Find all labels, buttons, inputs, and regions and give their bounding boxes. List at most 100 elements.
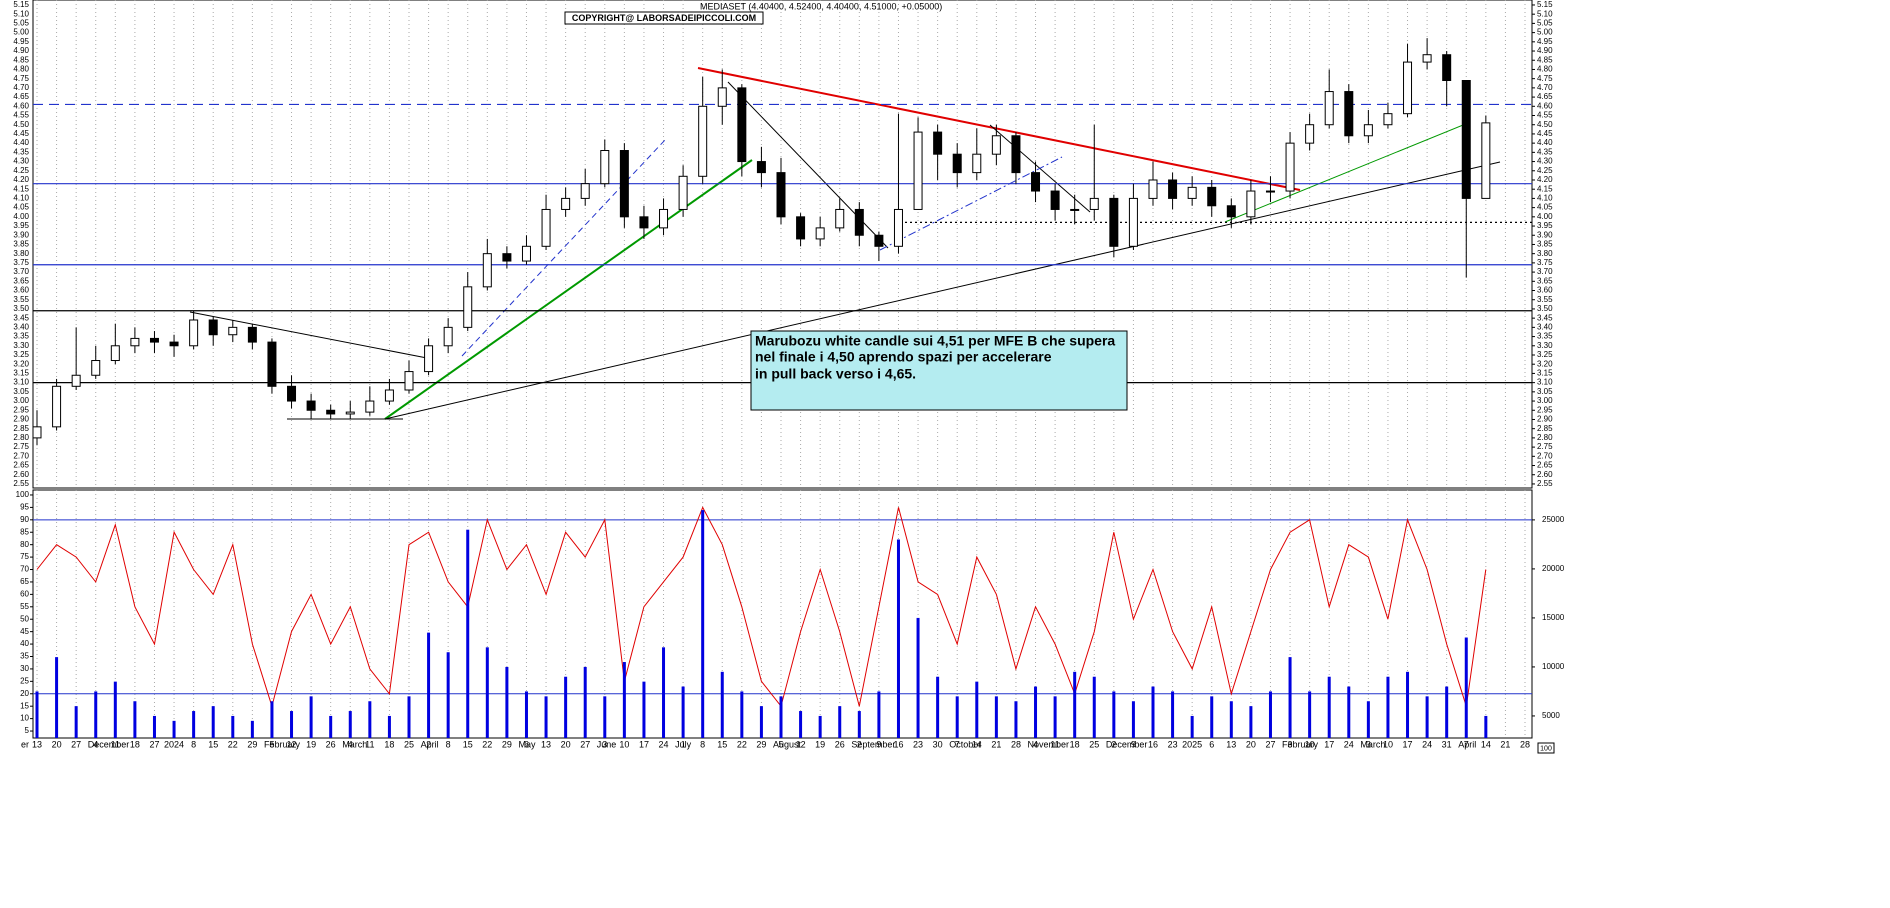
volume-bar	[152, 715, 156, 738]
y-tick-label: 3.20	[13, 359, 29, 368]
annotation: Marubozu white candle sui 4,51 per MFE B…	[755, 333, 1115, 349]
volume-bar	[1308, 691, 1312, 738]
x-tick-label: 12	[287, 739, 297, 749]
y-tick-label: 90	[20, 515, 29, 524]
volume-bar	[1073, 671, 1077, 738]
candle-body	[1442, 54, 1452, 82]
x-tick-label: 4	[348, 739, 353, 749]
x-tick-label: 1	[681, 739, 686, 749]
volume-bar	[994, 696, 998, 738]
volume-bar	[544, 696, 548, 738]
y-tick-label: 60	[20, 589, 29, 598]
y-tick-label: 4.65	[1537, 92, 1553, 101]
candle-body	[737, 87, 747, 163]
y-tick-label: 2.55	[1537, 479, 1553, 488]
candle-body	[443, 326, 453, 347]
y-tick-label: 3.50	[13, 304, 29, 313]
y-tick-label: 4.80	[1537, 65, 1553, 74]
y-tick-label: 3.80	[1537, 249, 1553, 258]
candle-body	[854, 208, 864, 236]
y-tick-label: 80	[20, 540, 29, 549]
x-tick-label: 27	[149, 739, 159, 749]
x-tick-label: 11	[111, 739, 120, 749]
y-tick-label: 15	[20, 701, 29, 710]
y-tick-label: 2.70	[13, 451, 29, 460]
volume-bar	[1229, 701, 1233, 738]
candle-body	[1050, 190, 1060, 210]
volume-bar	[759, 706, 763, 738]
candle-body	[1344, 91, 1354, 137]
y-tick-label: 4.25	[1537, 166, 1553, 175]
x-tick-label: 6	[1209, 739, 1214, 749]
volume-bar	[662, 647, 666, 738]
volume-bar	[133, 701, 137, 738]
candle-body	[698, 105, 708, 177]
candle-body	[913, 131, 923, 210]
volume-bar	[231, 715, 235, 738]
y2-tick-label: 15000	[1542, 613, 1565, 622]
volume-bar	[387, 715, 391, 738]
trendline	[727, 81, 889, 249]
y-tick-label: 5	[25, 726, 30, 735]
x-tick-label: 25	[1089, 739, 1099, 749]
y-tick-label: 4.50	[13, 120, 29, 129]
candle-body	[1383, 113, 1393, 126]
price-panel	[32, 0, 1533, 489]
corner-box	[1537, 742, 1555, 754]
x-tick-label: 13	[541, 739, 551, 749]
month-label: er	[21, 739, 29, 749]
candle-body	[1403, 61, 1413, 115]
y-tick-label: 5.00	[13, 28, 29, 37]
volume-bar	[113, 681, 117, 738]
y-tick-label: 3.95	[13, 221, 29, 230]
candle-body	[619, 150, 629, 218]
y-tick-label: 3.30	[1537, 341, 1553, 350]
corner-label: 100	[1540, 745, 1552, 752]
y-tick-label: 25	[20, 676, 29, 685]
y-tick-label: 2.80	[1537, 433, 1553, 442]
x-tick-label: 16	[893, 739, 903, 749]
x-tick-label: 18	[384, 739, 394, 749]
y-tick-label: 4.55	[13, 111, 29, 120]
month-label: July	[675, 739, 692, 749]
x-tick-label: 15	[463, 739, 473, 749]
x-tick-label: 19	[815, 739, 825, 749]
candle-body	[561, 197, 571, 210]
y-tick-label: 65	[20, 577, 29, 586]
y-tick-label: 4.80	[13, 65, 29, 74]
volume-bar	[466, 529, 470, 738]
y-tick-label: 3.85	[1537, 240, 1553, 249]
x-tick-label: 12	[796, 739, 806, 749]
month-label: December	[88, 739, 130, 749]
y-tick-label: 2.60	[13, 470, 29, 479]
candle-body	[1265, 190, 1275, 193]
volume-bar	[936, 676, 940, 738]
candle-body	[345, 411, 355, 415]
candle-body	[1305, 124, 1315, 144]
candle-body	[1089, 197, 1099, 210]
candle-body	[1128, 197, 1138, 247]
y-tick-label: 100	[16, 490, 30, 499]
y-tick-label: 4.00	[13, 212, 29, 221]
candle-body	[991, 135, 1001, 155]
y-tick-label: 35	[20, 652, 29, 661]
x-tick-label: 14	[1481, 739, 1491, 749]
y-tick-label: 4.35	[1537, 147, 1553, 156]
y-tick-label: 4.75	[13, 74, 29, 83]
y-tick-label: 2.95	[1537, 405, 1553, 414]
y-tick-label: 4.15	[1537, 184, 1553, 193]
month-label: March	[1360, 739, 1385, 749]
y-tick-label: 40	[20, 639, 29, 648]
trendline	[697, 67, 1301, 191]
volume-bar	[1288, 657, 1292, 738]
y-tick-label: 95	[20, 503, 29, 512]
x-tick-label: 28	[1520, 739, 1530, 749]
month-label: October	[949, 739, 981, 749]
x-tick-label: 2	[857, 739, 862, 749]
y-tick-label: 4.95	[1537, 37, 1553, 46]
candle-body	[1109, 197, 1119, 247]
candle-body	[267, 341, 277, 387]
y-tick-label: 2.60	[1537, 470, 1553, 479]
x-tick-label: 17	[1403, 739, 1413, 749]
